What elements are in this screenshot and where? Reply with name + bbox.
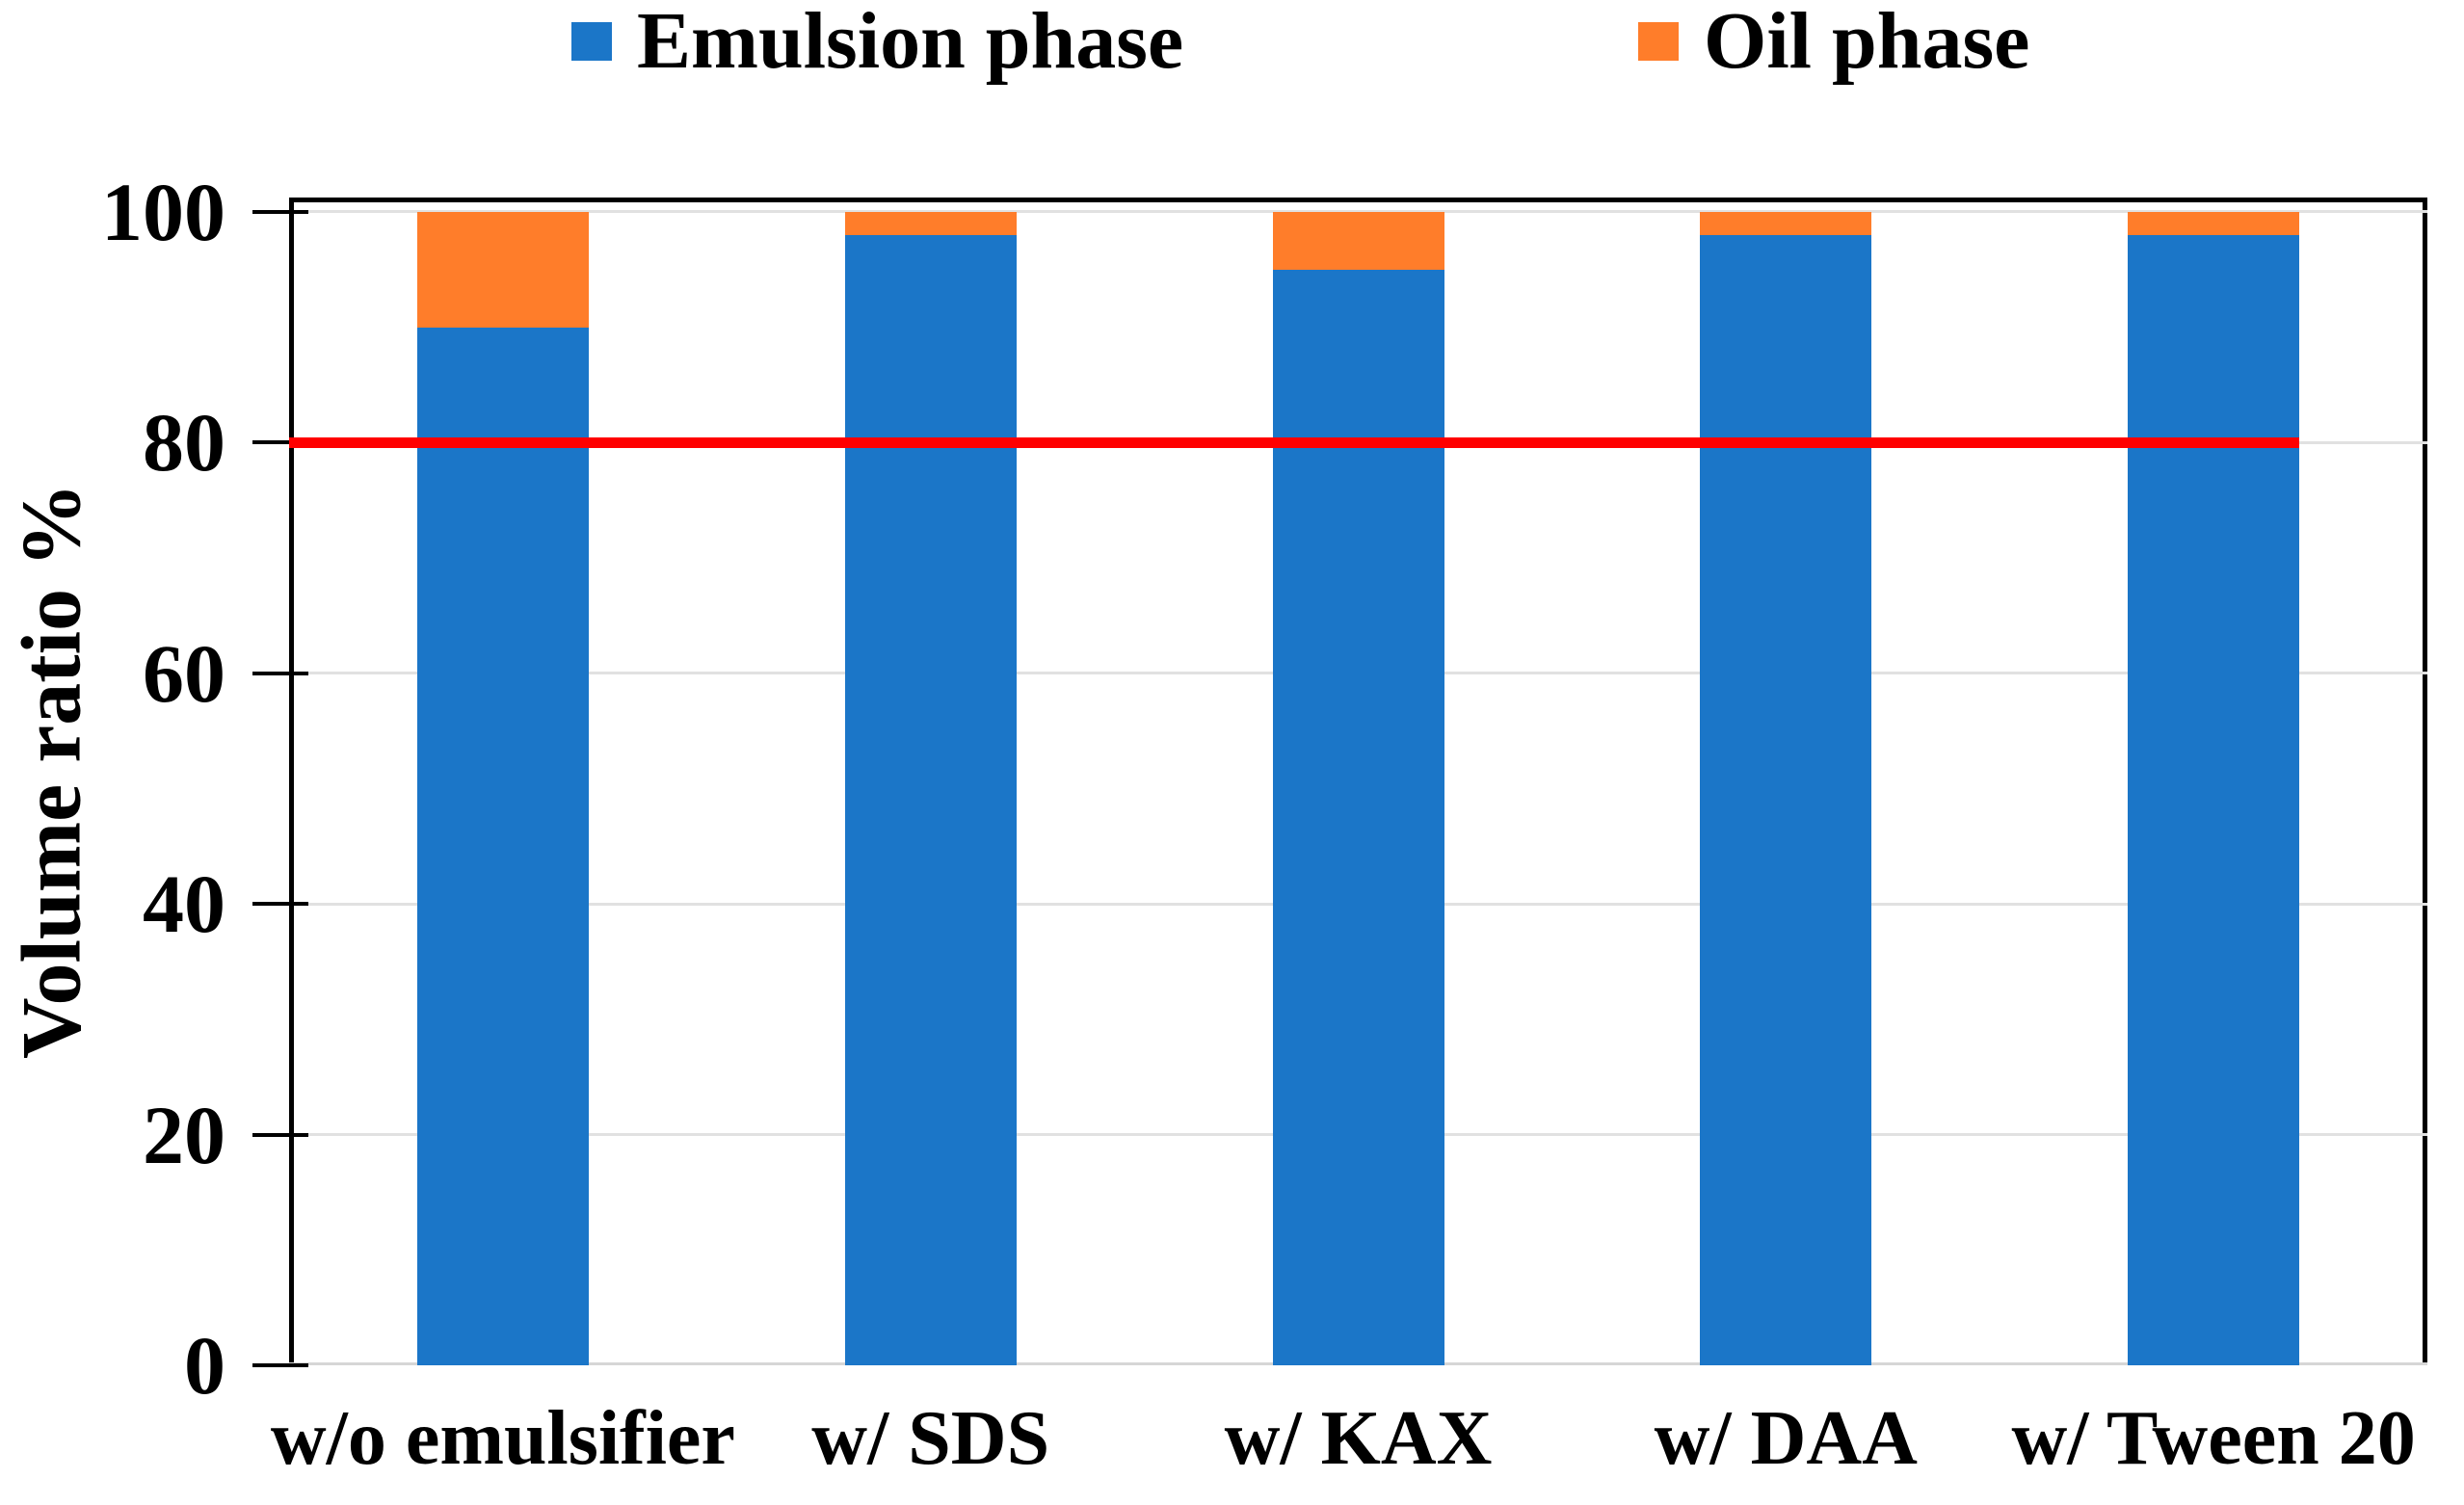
y-tick-0	[252, 1363, 308, 1367]
bar-segment-emulsion-phase	[416, 327, 589, 1365]
x-label-w-kax: w/ KAX	[1224, 1396, 1493, 1481]
x-label-w-tween-20: w/ Tween 20	[2011, 1396, 2416, 1481]
plot-area	[252, 198, 2427, 1367]
legend-label-emulsion-phase: Emulsion phase	[637, 0, 1184, 86]
bar-segment-oil-phase	[1272, 211, 1444, 270]
y-tick-label-0: 0	[184, 1319, 225, 1412]
y-axis-title: Volume ratio %	[5, 482, 99, 1060]
legend-item-emulsion-phase: Emulsion phase	[571, 0, 1184, 86]
bar-w-tween-20	[2128, 211, 2300, 1365]
x-label-w-daa: w/ DAA	[1654, 1396, 1918, 1481]
y-tick-label-100: 100	[101, 165, 225, 258]
reference-line-80	[289, 436, 2300, 448]
bar-segment-oil-phase	[2128, 211, 2300, 235]
y-tick-40	[252, 902, 308, 907]
bar-segment-emulsion-phase	[2128, 234, 2300, 1365]
bar-w-sds	[844, 211, 1017, 1365]
plot-border-top	[289, 198, 2427, 202]
legend-label-oil-phase: Oil phase	[1704, 0, 2030, 86]
plot-border-right	[2423, 198, 2427, 1365]
y-tick-label-40: 40	[143, 858, 225, 951]
bar-segment-emulsion-phase	[844, 234, 1017, 1365]
y-tick-60	[252, 671, 308, 675]
bar-w-kax	[1272, 211, 1444, 1365]
x-label-w-o-emulsifier: w/o emulsifier	[270, 1396, 735, 1481]
y-tick-label-20: 20	[143, 1088, 225, 1181]
gridline-100	[289, 210, 2427, 214]
y-tick-80	[252, 440, 308, 445]
bar-segment-emulsion-phase	[1272, 269, 1444, 1365]
legend-swatch-emulsion-phase	[571, 22, 612, 61]
bar-w-o-emulsifier	[416, 211, 589, 1365]
y-tick-100	[252, 209, 308, 214]
y-tick-label-80: 80	[143, 396, 225, 489]
y-tick-label-60: 60	[143, 626, 225, 720]
y-axis-line	[289, 198, 294, 1365]
legend-swatch-oil-phase	[1638, 22, 1679, 61]
bar-segment-emulsion-phase	[1700, 234, 1872, 1365]
x-label-w-sds: w/ SDS	[811, 1396, 1050, 1481]
y-tick-20	[252, 1132, 308, 1137]
bar-w-daa	[1700, 211, 1872, 1365]
bar-segment-oil-phase	[416, 211, 589, 328]
bar-segment-oil-phase	[844, 211, 1017, 235]
legend-item-oil-phase: Oil phase	[1638, 0, 2030, 86]
bar-segment-oil-phase	[1700, 211, 1872, 235]
